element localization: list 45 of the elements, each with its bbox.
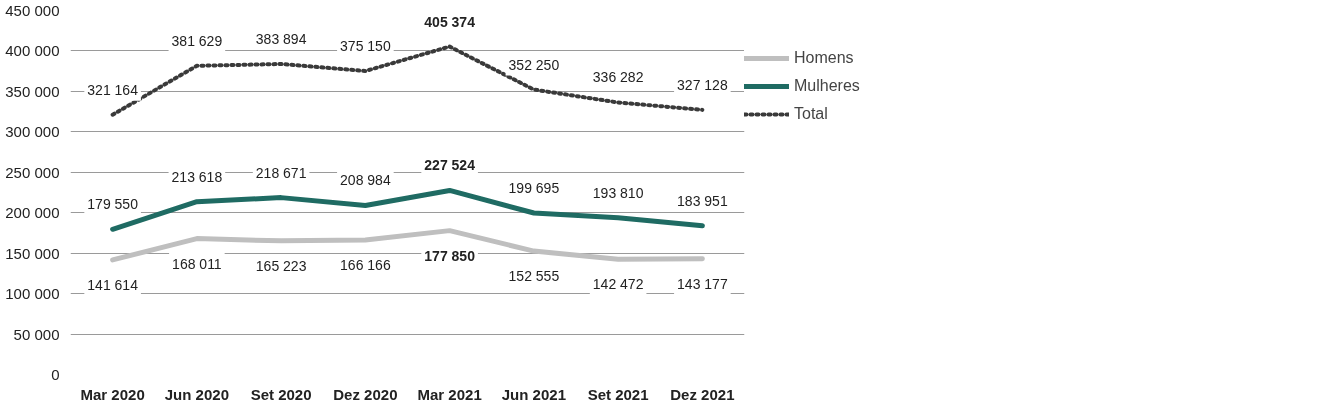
x-tick-label: Jun 2020: [164, 385, 229, 403]
data-label: 165 223: [255, 257, 307, 274]
y-tick-label: 150 000: [5, 244, 60, 262]
data-label: 405 374: [424, 13, 476, 30]
data-label: 193 810: [592, 184, 644, 201]
x-tick-label: Mar 2021: [417, 385, 482, 403]
x-tick-label: Set 2020: [250, 385, 312, 403]
y-tick-label: 300 000: [5, 123, 60, 141]
y-tick-label: 50 000: [13, 325, 60, 343]
x-tick-label: Mar 2020: [80, 385, 145, 403]
data-label: 218 671: [255, 164, 307, 181]
data-label: 179 550: [87, 196, 139, 213]
data-label: 381 629: [171, 32, 223, 49]
data-label: 177 850: [424, 247, 476, 264]
x-tick-label: Set 2021: [587, 385, 649, 403]
data-label: 352 250: [508, 56, 560, 73]
data-label: 327 128: [677, 76, 728, 93]
y-tick-label: 0: [51, 366, 60, 383]
data-label: 141 614: [87, 276, 139, 293]
data-label: 336 282: [592, 69, 644, 86]
legend-label: Mulheres: [794, 77, 860, 95]
y-tick-label: 200 000: [5, 204, 60, 222]
x-tick-label: Dez 2020: [333, 385, 398, 403]
y-tick-label: 100 000: [5, 285, 60, 303]
data-label: 143 177: [677, 275, 728, 292]
x-tick-label: Dez 2021: [670, 385, 735, 403]
legend-label: Total: [794, 105, 828, 123]
legend-label: Homens: [794, 49, 854, 67]
data-label: 227 524: [424, 157, 476, 174]
y-tick-label: 350 000: [5, 82, 60, 100]
data-label: 199 695: [508, 179, 560, 196]
y-tick-label: 250 000: [5, 163, 60, 181]
data-label: 383 894: [255, 30, 307, 47]
data-label: 168 011: [172, 255, 222, 272]
data-label: 183 951: [677, 192, 728, 209]
y-tick-label: 400 000: [5, 42, 60, 60]
data-label: 208 984: [340, 172, 391, 189]
x-tick-label: Jun 2021: [501, 385, 566, 403]
data-label: 142 472: [592, 276, 644, 293]
data-label: 213 618: [171, 168, 223, 185]
data-label: 166 166: [340, 257, 391, 274]
data-label: 321 164: [87, 81, 139, 98]
data-label: 152 555: [508, 268, 560, 285]
y-tick-label: 450 000: [5, 2, 60, 19]
data-label: 375 150: [340, 38, 391, 55]
